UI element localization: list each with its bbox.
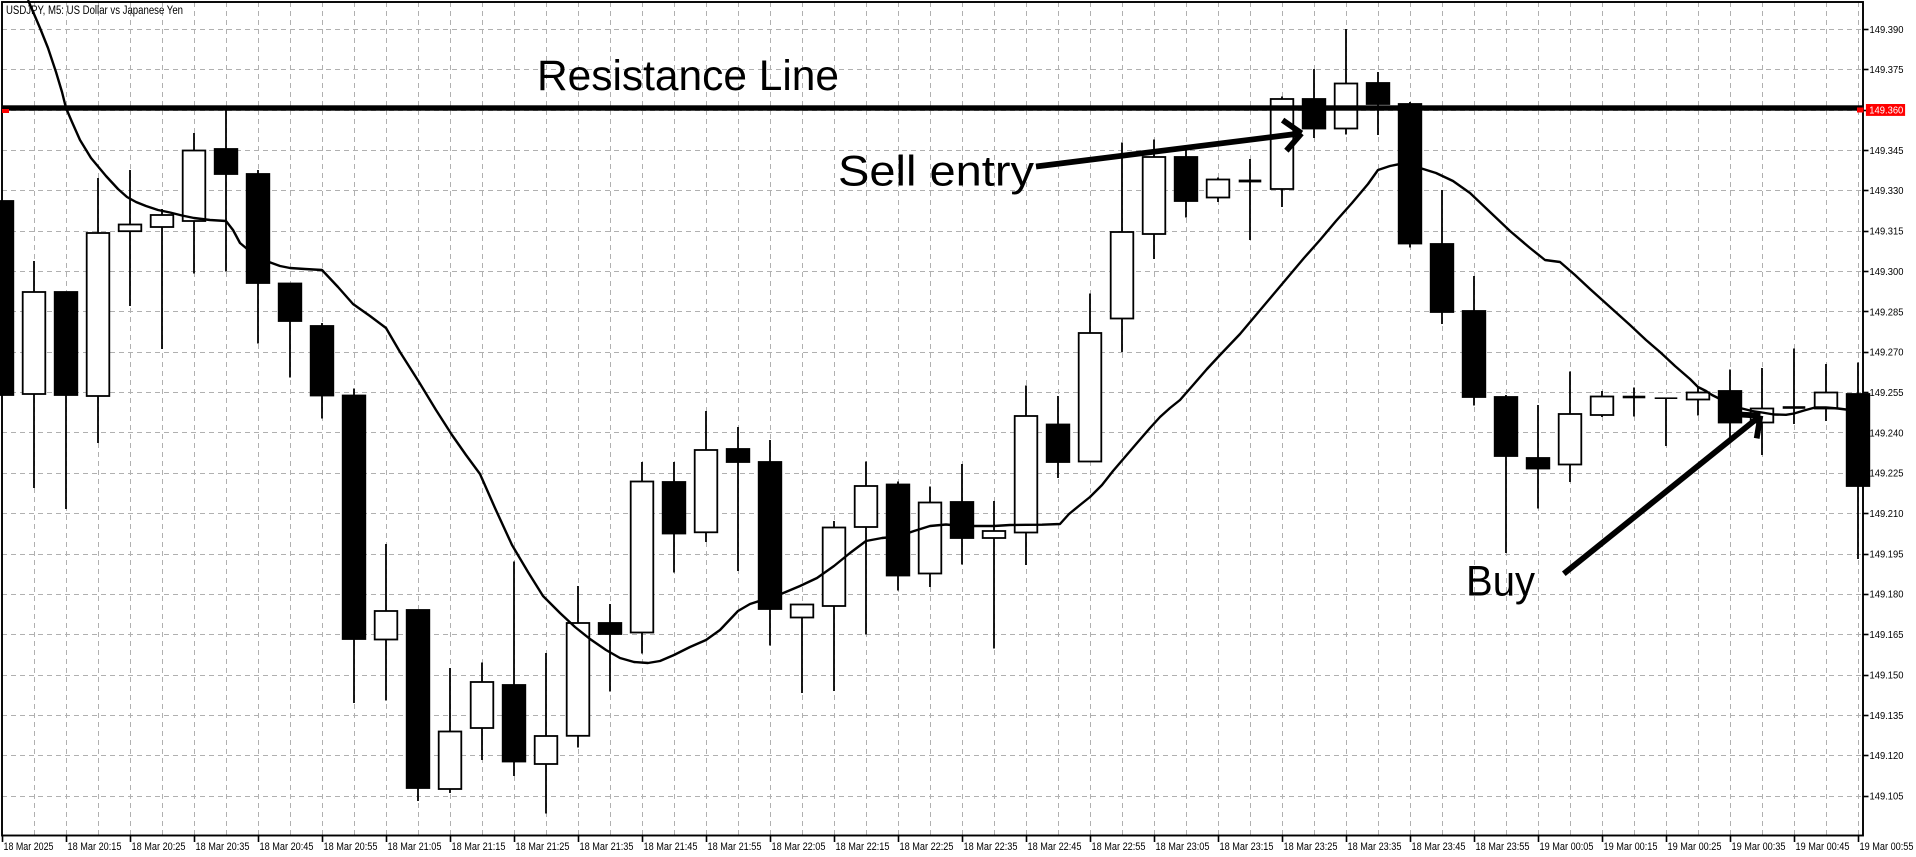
svg-text:18 Mar 22:25: 18 Mar 22:25	[900, 841, 954, 853]
svg-text:149.360: 149.360	[1869, 104, 1903, 116]
svg-text:19 Mar 00:25: 19 Mar 00:25	[1668, 841, 1722, 853]
svg-text:149.150: 149.150	[1870, 669, 1904, 681]
svg-text:19 Mar 00:05: 19 Mar 00:05	[1540, 841, 1594, 853]
svg-text:18 Mar 22:55: 18 Mar 22:55	[1092, 841, 1146, 853]
svg-text:18 Mar 21:15: 18 Mar 21:15	[452, 841, 506, 853]
svg-text:18 Mar 2025: 18 Mar 2025	[4, 841, 54, 853]
svg-text:18 Mar 21:25: 18 Mar 21:25	[516, 841, 570, 853]
svg-text:18 Mar 21:55: 18 Mar 21:55	[708, 841, 762, 853]
svg-text:149.315: 149.315	[1870, 226, 1904, 238]
svg-text:18 Mar 23:45: 18 Mar 23:45	[1412, 841, 1466, 853]
svg-text:149.120: 149.120	[1870, 750, 1904, 762]
svg-text:149.330: 149.330	[1870, 185, 1904, 197]
svg-text:18 Mar 22:15: 18 Mar 22:15	[836, 841, 890, 853]
svg-text:19 Mar 00:15: 19 Mar 00:15	[1604, 841, 1658, 853]
svg-text:18 Mar 20:15: 18 Mar 20:15	[68, 841, 122, 853]
svg-text:18 Mar 22:05: 18 Mar 22:05	[772, 841, 826, 853]
svg-text:USDJPY, M5: US Dollar vs Japa: USDJPY, M5: US Dollar vs Japanese Yen	[6, 5, 183, 17]
svg-text:18 Mar 23:55: 18 Mar 23:55	[1476, 841, 1530, 853]
svg-text:149.165: 149.165	[1870, 629, 1904, 641]
svg-text:18 Mar 23:35: 18 Mar 23:35	[1348, 841, 1402, 853]
svg-text:149.255: 149.255	[1870, 387, 1904, 399]
svg-text:149.270: 149.270	[1870, 347, 1904, 359]
svg-text:18 Mar 23:25: 18 Mar 23:25	[1284, 841, 1338, 853]
svg-text:149.210: 149.210	[1870, 508, 1904, 520]
svg-text:Resistance Line: Resistance Line	[537, 52, 839, 100]
svg-text:Sell entry: Sell entry	[838, 147, 1035, 195]
svg-text:18 Mar 21:45: 18 Mar 21:45	[644, 841, 698, 853]
svg-text:18 Mar 23:05: 18 Mar 23:05	[1156, 841, 1210, 853]
svg-text:149.105: 149.105	[1870, 790, 1904, 802]
svg-text:19 Mar 00:45: 19 Mar 00:45	[1796, 841, 1850, 853]
svg-text:18 Mar 20:55: 18 Mar 20:55	[324, 841, 378, 853]
svg-text:18 Mar 20:45: 18 Mar 20:45	[260, 841, 314, 853]
svg-text:18 Mar 22:45: 18 Mar 22:45	[1028, 841, 1082, 853]
svg-text:19 Mar 00:55: 19 Mar 00:55	[1860, 841, 1914, 853]
svg-text:149.225: 149.225	[1870, 468, 1904, 480]
svg-text:149.195: 149.195	[1870, 548, 1904, 560]
svg-text:18 Mar 22:35: 18 Mar 22:35	[964, 841, 1018, 853]
svg-text:149.375: 149.375	[1870, 64, 1904, 76]
svg-text:149.390: 149.390	[1870, 24, 1904, 36]
svg-text:19 Mar 00:35: 19 Mar 00:35	[1732, 841, 1786, 853]
svg-text:149.180: 149.180	[1870, 589, 1904, 601]
svg-text:18 Mar 20:35: 18 Mar 20:35	[196, 841, 250, 853]
svg-text:18 Mar 20:25: 18 Mar 20:25	[132, 841, 186, 853]
svg-text:149.135: 149.135	[1870, 710, 1904, 722]
svg-text:149.300: 149.300	[1870, 266, 1904, 278]
svg-text:Buy: Buy	[1466, 557, 1535, 605]
svg-text:18 Mar 21:05: 18 Mar 21:05	[388, 841, 442, 853]
svg-text:149.285: 149.285	[1870, 306, 1904, 318]
svg-text:18 Mar 21:35: 18 Mar 21:35	[580, 841, 634, 853]
svg-text:18 Mar 23:15: 18 Mar 23:15	[1220, 841, 1274, 853]
svg-text:149.345: 149.345	[1870, 145, 1904, 157]
svg-text:149.240: 149.240	[1870, 427, 1904, 439]
